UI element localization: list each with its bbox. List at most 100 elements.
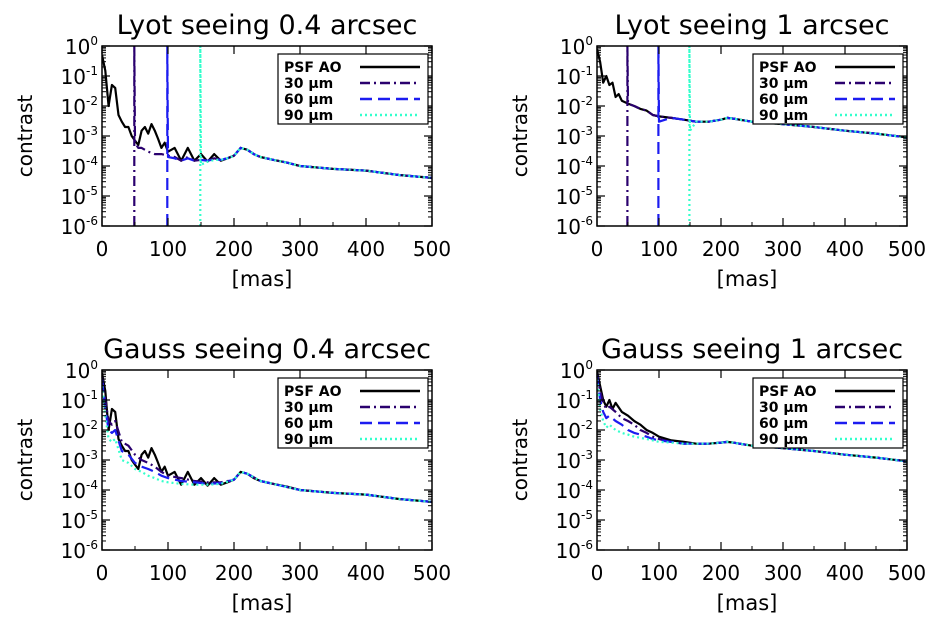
x-tick-label: 100 [149, 237, 187, 261]
y-axis-label: contrast [508, 95, 532, 178]
y-tick-label: 10-4 [556, 478, 593, 503]
x-tick-label: 100 [640, 561, 678, 585]
x-tick-label: 400 [347, 561, 385, 585]
legend-entry-label: 90 µm [759, 432, 808, 448]
x-tick-label: 0 [591, 237, 604, 261]
x-axis-label: [mas] [232, 591, 293, 615]
x-tick-label: 300 [281, 561, 319, 585]
series-group [102, 46, 432, 226]
legend-entry-label: 60 µm [759, 416, 808, 432]
x-tick-label: 500 [413, 561, 451, 585]
legend-entry-label: 30 µm [759, 400, 808, 416]
y-tick-label: 10-1 [556, 388, 593, 413]
x-tick-label: 400 [826, 561, 864, 585]
chart-title: Gauss seeing 1 arcsec [601, 334, 903, 365]
y-axis-label: contrast [508, 419, 532, 502]
y-tick-label: 10-5 [61, 508, 98, 533]
legend-entry-label: 60 µm [284, 92, 333, 108]
legend-entry-label: PSF AO [284, 60, 342, 76]
x-tick-label: 200 [702, 561, 740, 585]
series-line [102, 385, 432, 503]
y-tick-label: 10-1 [556, 64, 593, 89]
chart-panel: Gauss seeing 0.4 arcsec contrast [mas] 0 100… [13, 334, 451, 615]
y-tick-label: 10-1 [61, 64, 98, 89]
y-tick-label: 10-6 [61, 214, 98, 239]
y-tick-label: 10-4 [556, 154, 593, 179]
y-tick-label: 10-5 [61, 184, 98, 209]
y-tick-label: 10-3 [556, 124, 593, 149]
legend-entry-label: 30 µm [759, 76, 808, 92]
y-tick-label: 10-2 [61, 418, 98, 443]
y-axis-label: contrast [13, 95, 37, 178]
legend-entry-label: 90 µm [284, 432, 333, 448]
legend-box [752, 53, 904, 125]
x-tick-label: 200 [215, 561, 253, 585]
y-tick-label: 10-6 [556, 214, 593, 239]
x-tick-label: 500 [888, 237, 926, 261]
y-tick-label: 10-6 [61, 538, 98, 563]
legend-entry-label: PSF AO [284, 384, 342, 400]
legend-entry-label: 60 µm [284, 416, 333, 432]
y-tick-label: 10-6 [556, 538, 593, 563]
x-tick-label: 300 [764, 561, 802, 585]
legend-entry-label: 90 µm [284, 108, 333, 124]
x-tick-label: 100 [640, 237, 678, 261]
chart-title: Lyot seeing 0.4 arcsec [117, 10, 418, 41]
x-tick-label: 400 [826, 237, 864, 261]
y-tick-label: 10-2 [556, 418, 593, 443]
x-tick-label: 0 [591, 561, 604, 585]
y-tick-label: 100 [65, 358, 98, 383]
y-tick-label: 100 [560, 34, 593, 59]
series-line [102, 378, 432, 503]
legend-entry-label: PSF AO [759, 60, 817, 76]
x-tick-label: 0 [96, 237, 109, 261]
x-tick-label: 500 [413, 237, 451, 261]
series-line [102, 54, 432, 179]
legend-box [277, 53, 429, 125]
y-tick-label: 10-4 [61, 478, 98, 503]
y-tick-label: 10-1 [61, 388, 98, 413]
x-tick-label: 300 [764, 237, 802, 261]
y-axis-label: contrast [13, 419, 37, 502]
chart-title: Gauss seeing 0.4 arcsec [103, 334, 431, 365]
y-tick-label: 10-2 [61, 94, 98, 119]
chart-panel: Gauss seeing 1 arcsec contrast [mas] 0 100 20… [508, 334, 926, 615]
x-tick-label: 200 [215, 237, 253, 261]
y-tick-label: 10-4 [61, 154, 98, 179]
x-tick-label: 0 [96, 561, 109, 585]
chart-title: Lyot seeing 1 arcsec [614, 10, 889, 41]
chart-panel: Lyot seeing 1 arcsec contrast [mas] 0 100 200… [508, 10, 926, 291]
y-tick-label: 10-2 [556, 94, 593, 119]
y-tick-label: 10-3 [61, 448, 98, 473]
series-line [688, 46, 907, 226]
legend-entry-label: PSF AO [759, 384, 817, 400]
x-axis-label: [mas] [717, 591, 778, 615]
x-axis-label: [mas] [717, 267, 778, 291]
x-axis-label: [mas] [232, 267, 293, 291]
x-tick-label: 100 [149, 561, 187, 585]
y-tick-label: 10-5 [556, 184, 593, 209]
legend-entry-label: 30 µm [284, 400, 333, 416]
x-tick-label: 200 [702, 237, 740, 261]
legend-box [277, 377, 429, 449]
series-group [102, 372, 432, 503]
y-tick-label: 100 [65, 34, 98, 59]
y-tick-label: 10-3 [556, 448, 593, 473]
x-tick-label: 400 [347, 237, 385, 261]
legend-entry-label: 90 µm [759, 108, 808, 124]
legend-box [752, 377, 904, 449]
chart-panel: Lyot seeing 0.4 arcsec contrast [mas] 0 100 2… [13, 10, 451, 291]
series-line [102, 376, 432, 503]
x-tick-label: 500 [888, 561, 926, 585]
series-line [199, 46, 432, 226]
y-tick-label: 100 [560, 358, 593, 383]
y-tick-label: 10-5 [556, 508, 593, 533]
x-tick-label: 300 [281, 237, 319, 261]
legend-entry-label: 30 µm [284, 76, 333, 92]
series-line [657, 46, 907, 226]
